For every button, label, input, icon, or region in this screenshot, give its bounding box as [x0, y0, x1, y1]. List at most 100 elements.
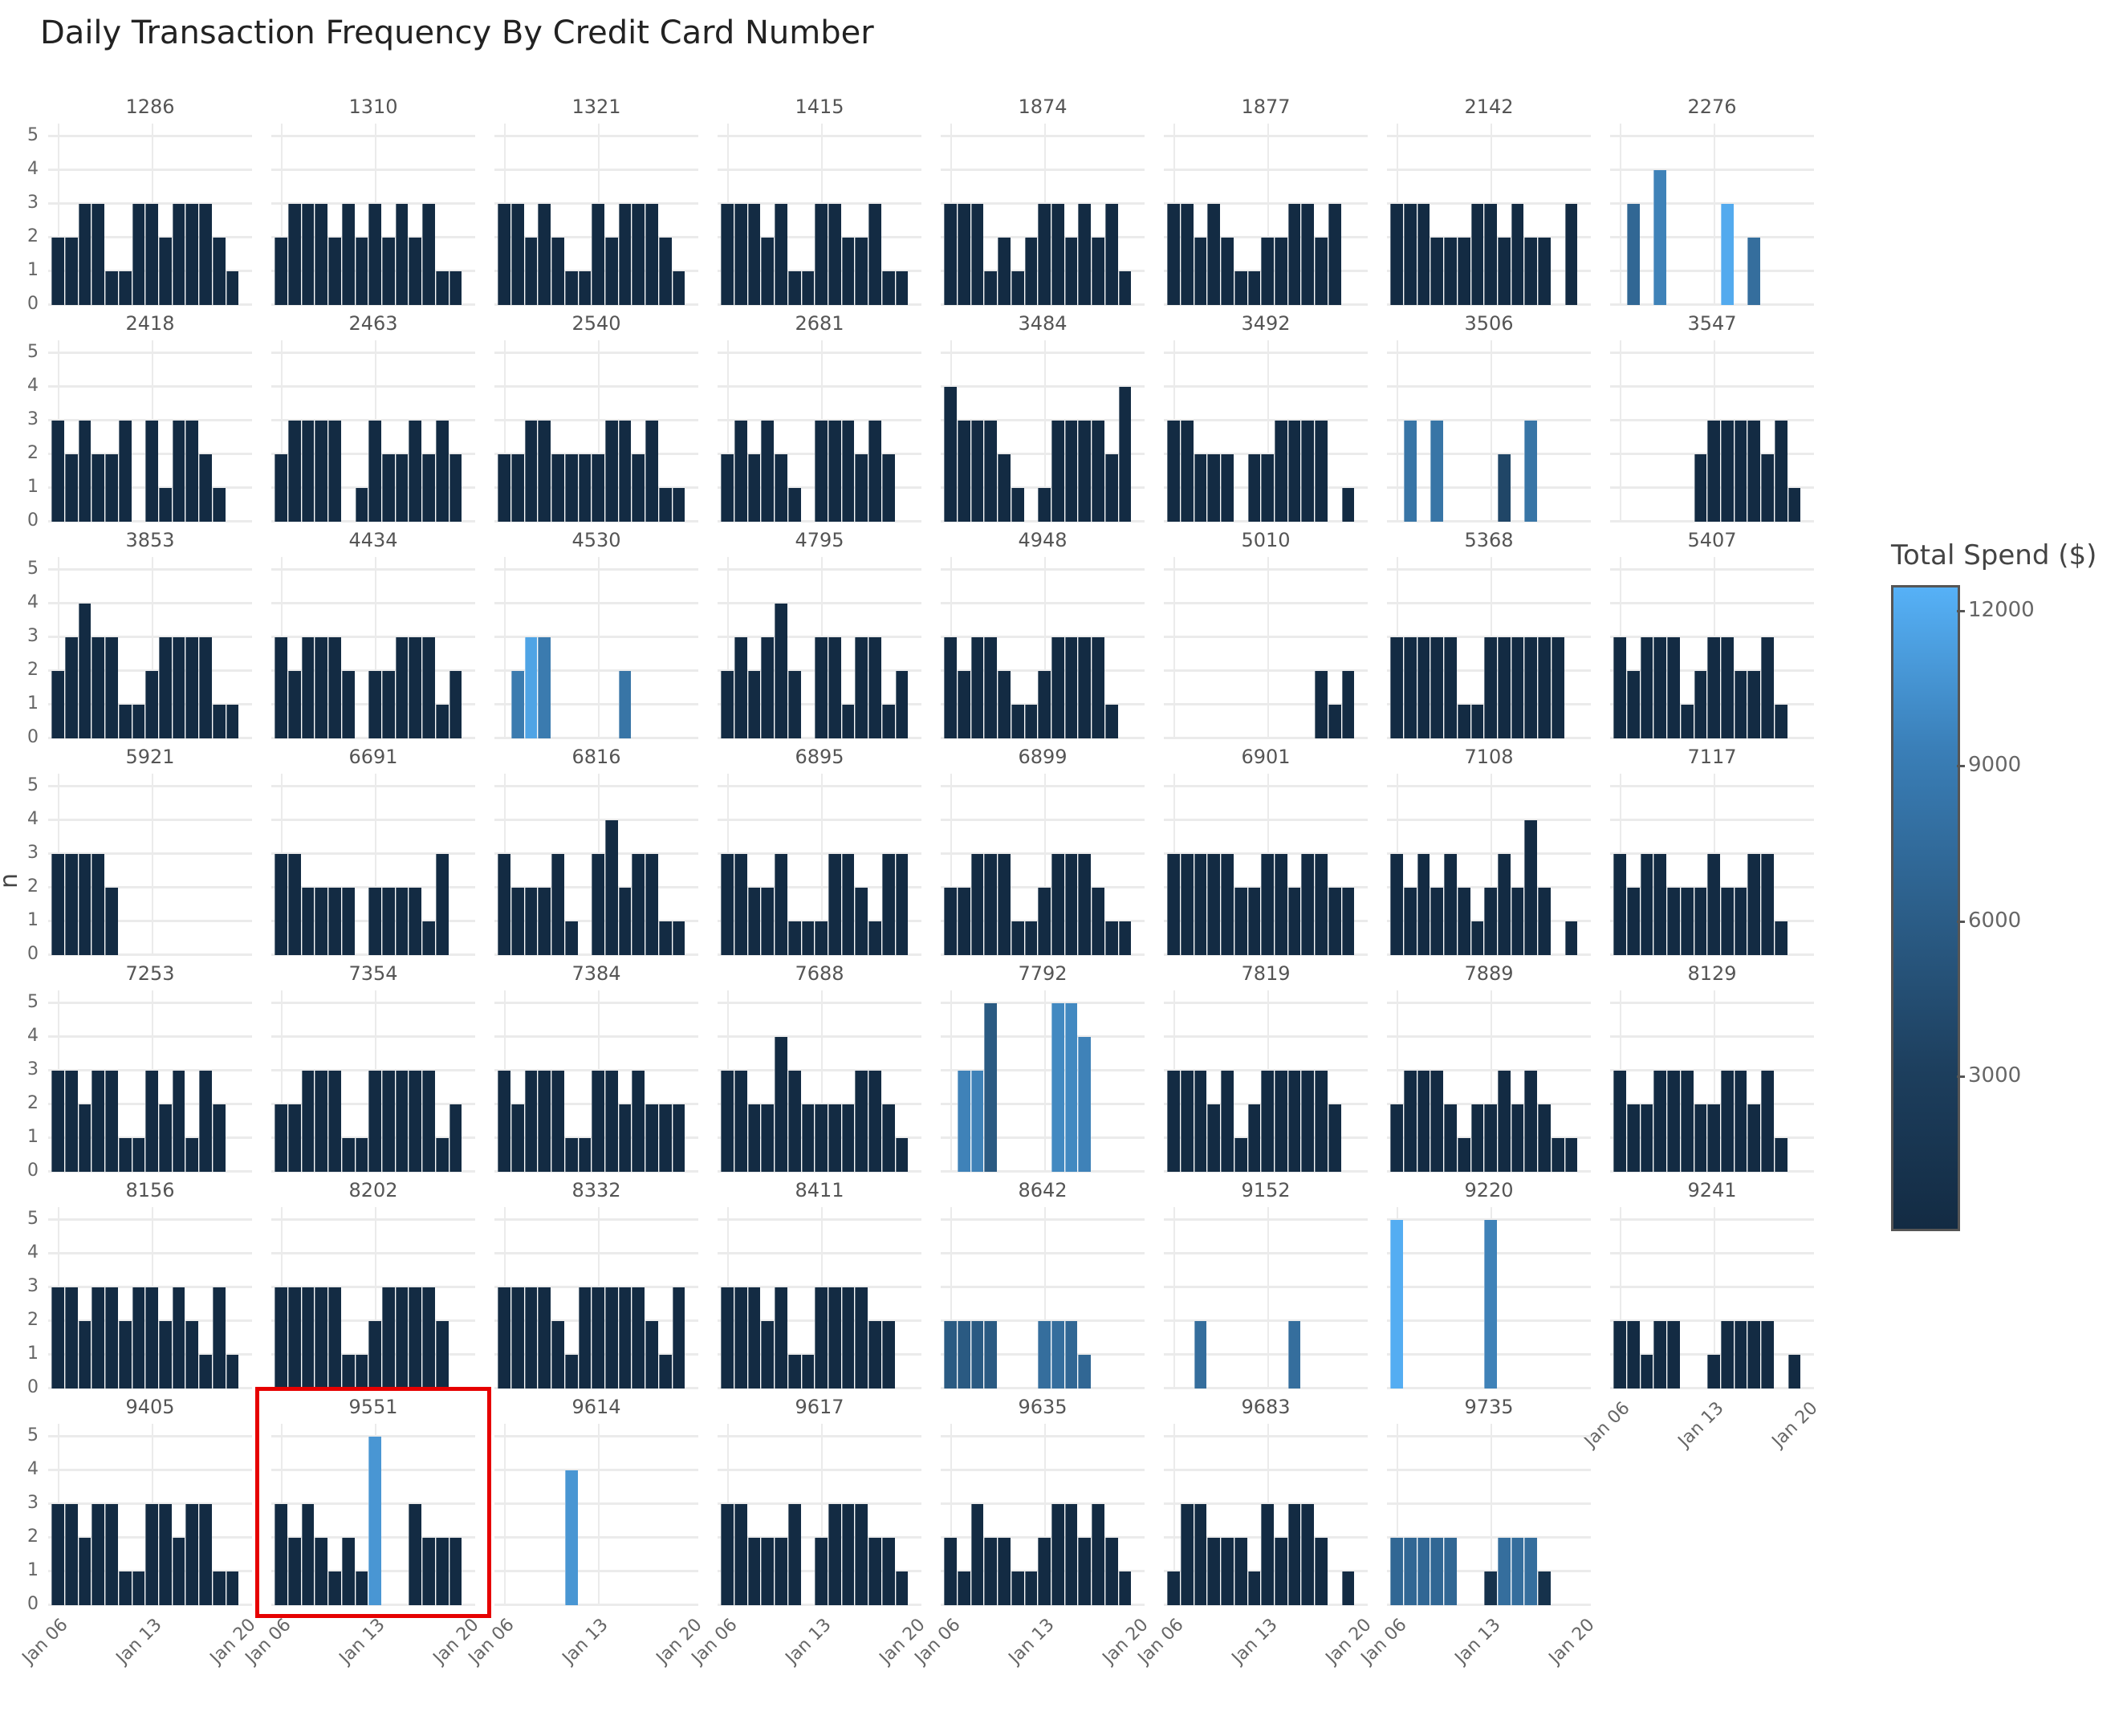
bar — [564, 454, 578, 522]
bar — [118, 271, 132, 305]
bar — [1092, 238, 1104, 305]
bar — [51, 238, 65, 305]
bar — [1774, 1138, 1787, 1172]
facet-strip-label: 7108 — [1464, 746, 1514, 768]
bar — [435, 1138, 449, 1172]
grid-line — [941, 1035, 1145, 1038]
facet-panel — [941, 557, 1145, 739]
facet-6895: 6895 — [718, 745, 921, 956]
bar — [1078, 421, 1092, 522]
bar — [1024, 1571, 1038, 1605]
facet-strip-label: 1877 — [1241, 96, 1291, 118]
bar — [78, 1321, 92, 1388]
grid-line — [941, 1218, 1145, 1221]
bar — [1538, 637, 1551, 738]
grid-line — [494, 1252, 698, 1254]
bar — [159, 238, 172, 305]
facet-panel — [271, 557, 475, 739]
bar — [1064, 1321, 1078, 1388]
grid-line — [1043, 774, 1046, 955]
grid-line — [271, 669, 475, 672]
facet-3506: 3506 — [1387, 311, 1591, 522]
facet-9735: 9735 — [1387, 1395, 1591, 1606]
bar — [78, 604, 92, 738]
bar — [1118, 1571, 1132, 1605]
bar — [1721, 888, 1734, 955]
bar — [1181, 1504, 1194, 1605]
grid-line — [48, 1069, 252, 1071]
facet-9152: 9152 — [1164, 1178, 1368, 1389]
bar — [449, 271, 462, 305]
facet-panel — [48, 1424, 252, 1606]
bar — [1221, 238, 1234, 305]
grid-line — [1387, 1536, 1591, 1539]
grid-line — [503, 340, 506, 522]
bar — [51, 671, 65, 738]
grid-line — [1043, 1424, 1046, 1605]
bar — [672, 271, 685, 305]
bar — [747, 1104, 761, 1172]
bar — [435, 854, 449, 955]
grid-line — [271, 1319, 475, 1322]
bar — [65, 637, 78, 738]
bar — [1640, 854, 1653, 955]
grid-line — [1610, 1353, 1814, 1356]
facet-panel — [271, 340, 475, 522]
bar — [382, 1071, 395, 1172]
bar — [958, 204, 970, 305]
facet-panel — [718, 557, 921, 739]
grid-line — [48, 1286, 252, 1288]
bar — [1653, 1321, 1667, 1388]
grid-line — [1610, 1069, 1814, 1071]
facet-strip-label: 4795 — [795, 529, 844, 551]
bar — [1747, 671, 1761, 738]
bar — [970, 637, 984, 738]
bar — [1444, 1104, 1457, 1172]
grid-line — [718, 1035, 921, 1038]
bar — [1104, 204, 1118, 305]
grid-line — [1387, 1218, 1591, 1221]
facet-panel — [1387, 124, 1591, 306]
bar — [970, 204, 984, 305]
grid-line — [1164, 352, 1368, 354]
bar — [1038, 888, 1051, 955]
grid-line — [1387, 520, 1591, 522]
facet-strip-label: 6691 — [348, 746, 398, 768]
bar — [775, 604, 787, 738]
bar — [761, 421, 775, 522]
bar — [524, 888, 538, 955]
grid-line — [941, 1170, 1145, 1173]
grid-line — [941, 1469, 1145, 1471]
x-tick-label: Jan 13 — [1674, 1398, 1728, 1452]
bar — [632, 1071, 645, 1172]
bar — [382, 238, 395, 305]
bar — [658, 921, 672, 955]
bar — [1167, 204, 1181, 305]
facet-panel — [494, 774, 698, 956]
bar — [422, 637, 435, 738]
bar — [578, 1138, 592, 1172]
facet-strip-label: 7384 — [571, 962, 621, 985]
bar — [618, 888, 632, 955]
bar — [1234, 271, 1247, 305]
grid-line — [271, 1035, 475, 1038]
bar — [775, 1287, 787, 1388]
bar — [841, 1287, 855, 1388]
bar — [984, 1538, 998, 1605]
facet-strip-label: 2681 — [795, 312, 844, 335]
bar — [159, 637, 172, 738]
bar — [1064, 1003, 1078, 1172]
bar — [1653, 637, 1667, 738]
facet-panel — [941, 990, 1145, 1173]
grid-line — [1610, 1252, 1814, 1254]
facet-strip-label: 3547 — [1687, 312, 1737, 335]
facet-panel — [1164, 774, 1368, 956]
facet-panel — [1610, 990, 1814, 1173]
grid-line — [1387, 135, 1591, 137]
facet-panel — [718, 340, 921, 522]
bar — [132, 705, 145, 738]
bar — [409, 1287, 422, 1388]
bar — [734, 1071, 747, 1172]
bar — [1038, 1538, 1051, 1605]
grid-line — [718, 1286, 921, 1288]
